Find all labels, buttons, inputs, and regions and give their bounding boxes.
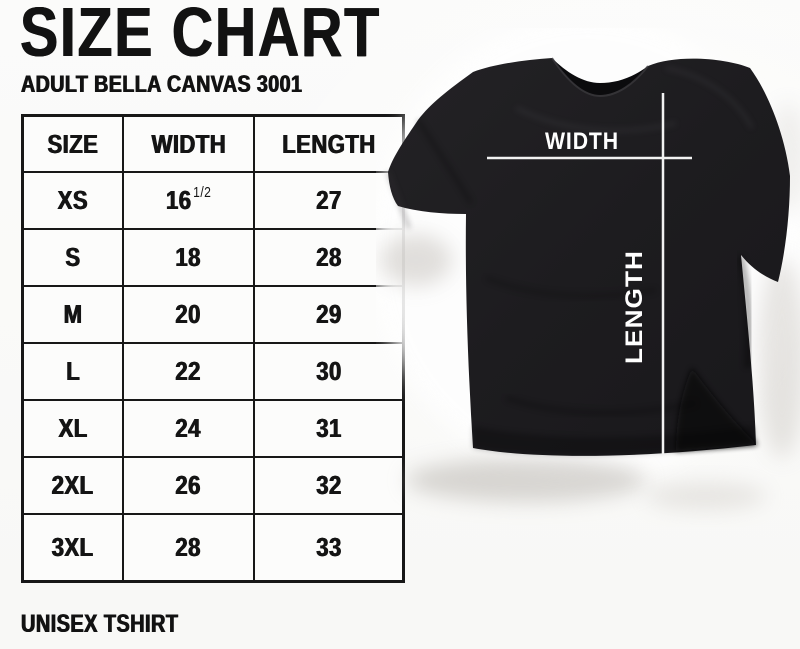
page-title: SIZE CHART [20, 0, 381, 71]
tshirt-photo: WIDTH LENGTH [376, 28, 800, 510]
cell-length: 32 [255, 458, 402, 513]
cell-length: 29 [255, 287, 402, 342]
cell-width: 16 1/2 [124, 173, 253, 228]
cell-size: M [24, 287, 122, 342]
length-label: LENGTH [621, 250, 648, 364]
width-label: WIDTH [545, 128, 619, 155]
cell-size: XL [24, 401, 122, 456]
col-header-length: LENGTH [255, 117, 402, 171]
subtitle: ADULT BELLA CANVAS 3001 [21, 71, 303, 98]
footer-note: UNISEX TSHIRT [21, 610, 179, 638]
cell-width: 20 [124, 287, 253, 342]
fabric-folds [386, 66, 758, 455]
cell-width: 22 [124, 344, 253, 399]
cell-width: 18 [124, 230, 253, 285]
cell-length: 33 [255, 515, 402, 580]
col-header-size: SIZE [24, 117, 122, 171]
cell-length: 30 [255, 344, 402, 399]
cell-width: 28 [124, 515, 253, 580]
collar [551, 57, 649, 98]
size-table: SIZE WIDTH LENGTH XS 16 1/2 27 S 18 28 M … [21, 114, 405, 583]
cell-size: S [24, 230, 122, 285]
cell-size: L [24, 344, 122, 399]
cell-size: 3XL [24, 515, 122, 580]
cell-width: 26 [124, 458, 253, 513]
cell-length: 31 [255, 401, 402, 456]
cell-width: 24 [124, 401, 253, 456]
cell-size: 2XL [24, 458, 122, 513]
col-header-width: WIDTH [124, 117, 253, 171]
cell-size: XS [24, 173, 122, 228]
